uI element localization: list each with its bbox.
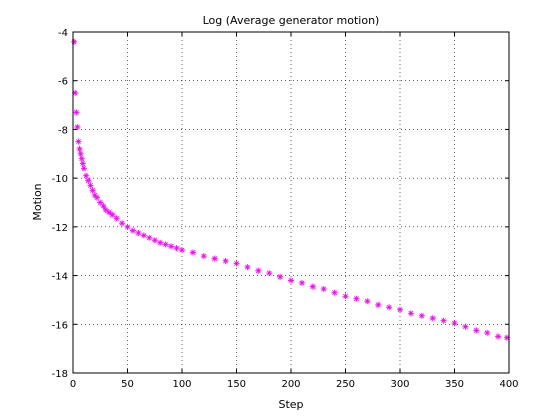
x-tick-label: 200 (281, 379, 300, 390)
data-point (157, 239, 164, 246)
data-point (179, 246, 185, 253)
data-point (119, 220, 126, 227)
data-point (89, 187, 96, 194)
data-point (77, 150, 84, 157)
y-tick-label: -12 (52, 223, 68, 234)
data-point (495, 333, 502, 340)
x-tick-label: 50 (121, 379, 134, 390)
data-point (71, 38, 78, 45)
data-point (124, 223, 131, 230)
data-point (75, 138, 82, 145)
data-point (135, 229, 142, 236)
y-tick-label: -4 (58, 28, 68, 39)
data-point (83, 172, 90, 179)
data-point (429, 315, 436, 322)
data-point (151, 237, 158, 244)
data-point (200, 253, 207, 260)
data-point (244, 264, 251, 271)
data-point (353, 295, 360, 302)
y-tick-label: -8 (58, 125, 68, 136)
data-point (140, 232, 147, 239)
data-point (211, 255, 218, 262)
data-point (462, 323, 469, 330)
data-point (146, 234, 153, 241)
data-point (74, 123, 81, 130)
data-point (129, 227, 136, 234)
x-tick-label: 150 (227, 379, 246, 390)
data-point (331, 289, 338, 296)
y-tick-label: -16 (52, 320, 68, 331)
data-point (288, 277, 294, 284)
data-point (255, 267, 262, 274)
axis-ticks (72, 31, 510, 374)
x-tick-label: 250 (336, 379, 355, 390)
data-point (233, 260, 240, 267)
y-tick-label: -14 (52, 272, 68, 283)
data-point (342, 293, 349, 300)
x-tick-labels: 0 50 100 150 200 250 300 350 400 (70, 379, 519, 390)
x-axis-label: Step (278, 398, 303, 411)
data-point (484, 329, 491, 336)
y-axis-label: Motion (31, 183, 44, 220)
data-point (277, 273, 284, 280)
data-point (79, 160, 86, 167)
y-tick-labels: -18 -16 -14 -12 -10 -8 -6 -4 (52, 28, 68, 380)
data-point (168, 243, 175, 250)
x-tick-label: 300 (390, 379, 409, 390)
x-tick-label: 0 (70, 379, 76, 390)
data-point (105, 209, 112, 216)
data-point (80, 165, 87, 172)
data-point (440, 317, 447, 324)
data-point (266, 270, 273, 277)
data-point (386, 304, 393, 311)
data-point (113, 215, 120, 222)
data-point (87, 182, 94, 189)
data-point (503, 334, 510, 341)
data-point (418, 312, 425, 319)
data-point (173, 245, 180, 252)
data-point (93, 194, 100, 201)
chart-title: Log (Average generator motion) (203, 14, 380, 27)
y-tick-label: -18 (52, 369, 68, 380)
y-tick-label: -6 (58, 77, 68, 88)
grid-lines (73, 32, 509, 373)
data-point (364, 298, 371, 305)
data-point (407, 310, 414, 317)
data-point (320, 285, 327, 292)
data-point (162, 241, 169, 248)
data-point (222, 257, 229, 264)
data-point (189, 249, 196, 256)
data-point (397, 306, 403, 313)
data-point (78, 155, 85, 162)
data-point (102, 206, 109, 213)
data-point (85, 177, 92, 184)
x-tick-label: 100 (172, 379, 191, 390)
y-tick-label: -10 (52, 174, 68, 185)
data-series (71, 38, 510, 341)
data-point (451, 320, 458, 327)
x-tick-label: 400 (499, 379, 518, 390)
data-point (76, 145, 83, 152)
data-point (309, 283, 316, 290)
data-point (73, 109, 80, 116)
data-point (473, 327, 480, 334)
data-point (298, 279, 305, 286)
data-point (109, 211, 116, 218)
data-point (375, 301, 382, 308)
x-tick-label: 350 (445, 379, 464, 390)
